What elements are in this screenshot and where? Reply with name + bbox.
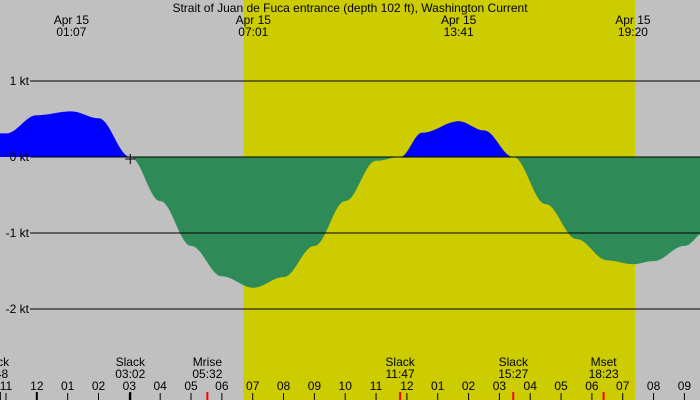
hour-label-18: 05 [554, 379, 568, 393]
hour-label-12: 11 [370, 379, 383, 393]
hour-label-3: 02 [92, 379, 106, 393]
y-tick-label-2: -1 kt [6, 226, 30, 240]
flood-area-0 [0, 111, 130, 157]
top-date-label-1: Apr 15 [236, 13, 272, 27]
top-date-label-3: Apr 15 [615, 13, 651, 27]
hour-label-1: 12 [30, 379, 44, 393]
chart-title: Strait of Juan de Fuca entrance (depth 1… [172, 1, 528, 15]
hour-label-6: 05 [184, 379, 198, 393]
hour-label-17: 04 [524, 379, 538, 393]
event-name-2: Mrise [193, 355, 223, 369]
hour-label-9: 08 [277, 379, 291, 393]
event-time-0: :48 [0, 367, 8, 381]
hour-label-13: 12 [400, 379, 414, 393]
hour-label-8: 07 [246, 379, 260, 393]
hour-label-14: 01 [431, 379, 445, 393]
hour-label-19: 06 [585, 379, 599, 393]
event-name-3: Slack [385, 355, 415, 369]
hour-label-11: 10 [339, 379, 353, 393]
hour-label-0: 11 [0, 379, 13, 393]
top-time-label-2: 13:41 [444, 25, 474, 39]
hour-label-21: 08 [647, 379, 661, 393]
event-time-3: 11:47 [386, 367, 415, 381]
event-name-1: Slack [116, 355, 146, 369]
y-tick-label-3: -2 kt [6, 302, 30, 316]
hour-label-4: 03 [123, 379, 137, 393]
hour-label-5: 04 [154, 379, 168, 393]
event-name-5: Mset [591, 355, 618, 369]
hour-label-15: 02 [462, 379, 476, 393]
top-date-label-2: Apr 15 [441, 13, 477, 27]
ebb-area-3 [513, 157, 700, 265]
event-time-5: 18:23 [589, 367, 619, 381]
hour-label-16: 03 [493, 379, 507, 393]
flood-area-2 [400, 121, 513, 157]
ebb-area-1 [130, 157, 400, 288]
event-time-1: 03:02 [115, 367, 145, 381]
event-time-2: 05:32 [192, 367, 222, 381]
top-date-label-0: Apr 15 [54, 13, 90, 27]
event-time-4: 15:27 [498, 367, 528, 381]
event-name-4: Slack [499, 355, 529, 369]
top-time-label-0: 01:07 [56, 25, 86, 39]
y-tick-label-1: 0 kt [10, 150, 30, 164]
top-time-label-3: 19:20 [618, 25, 648, 39]
event-name-0: ack [0, 355, 10, 369]
hour-label-20: 07 [616, 379, 630, 393]
hour-label-7: 06 [215, 379, 229, 393]
hour-label-22: 09 [678, 379, 692, 393]
hour-label-2: 01 [61, 379, 75, 393]
top-time-label-1: 07:01 [238, 25, 268, 39]
y-tick-label-0: 1 kt [10, 74, 30, 88]
hour-label-10: 09 [308, 379, 322, 393]
